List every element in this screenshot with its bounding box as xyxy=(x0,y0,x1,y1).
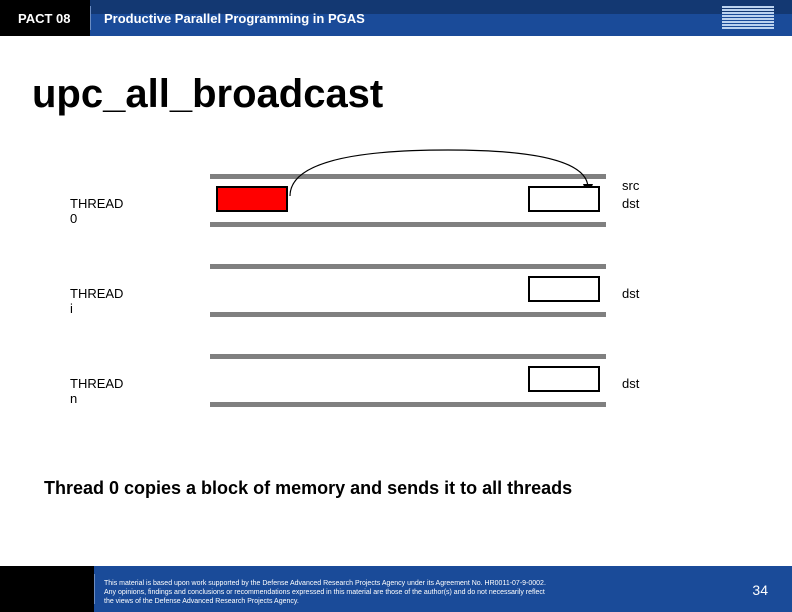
row-bar-top xyxy=(210,264,606,269)
dst-label: dst xyxy=(622,286,639,301)
thread-label: THREAD i xyxy=(70,286,123,316)
thread-label: THREAD n xyxy=(70,376,123,406)
page-title: upc_all_broadcast xyxy=(32,72,383,117)
dst-label: dst xyxy=(622,196,639,211)
footer-black-box xyxy=(0,566,94,612)
footer-line: This material is based upon work support… xyxy=(104,579,664,588)
row-bar-top xyxy=(210,354,606,359)
header-pact-text: PACT 08 xyxy=(18,11,71,26)
dst-box xyxy=(528,186,600,212)
header-title-text: Productive Parallel Programming in PGAS xyxy=(104,11,365,26)
row-bar-bottom xyxy=(210,312,606,317)
diagram-caption: Thread 0 copies a block of memory and se… xyxy=(44,478,572,499)
footer-line: Any opinions, findings and conclusions o… xyxy=(104,588,664,597)
dst-label: dst xyxy=(622,376,639,391)
header-separator xyxy=(90,6,91,30)
footer-disclaimer: This material is based upon work support… xyxy=(104,579,664,606)
footer-separator xyxy=(94,574,95,604)
dst-box xyxy=(528,366,600,392)
footer-line: the views of the Defense Advanced Resear… xyxy=(104,597,664,606)
header-pact-badge: PACT 08 xyxy=(0,0,90,36)
page-number: 34 xyxy=(752,582,768,598)
header-title: Productive Parallel Programming in PGAS xyxy=(104,0,365,36)
src-label: src xyxy=(622,178,639,193)
slide-root: PACT 08 Productive Parallel Programming … xyxy=(0,0,792,612)
thread-label: THREAD 0 xyxy=(70,196,123,226)
row-bar-bottom xyxy=(210,402,606,407)
row-bar-bottom xyxy=(210,222,606,227)
dst-box xyxy=(528,276,600,302)
ibm-logo-icon xyxy=(722,6,774,30)
src-box xyxy=(216,186,288,212)
